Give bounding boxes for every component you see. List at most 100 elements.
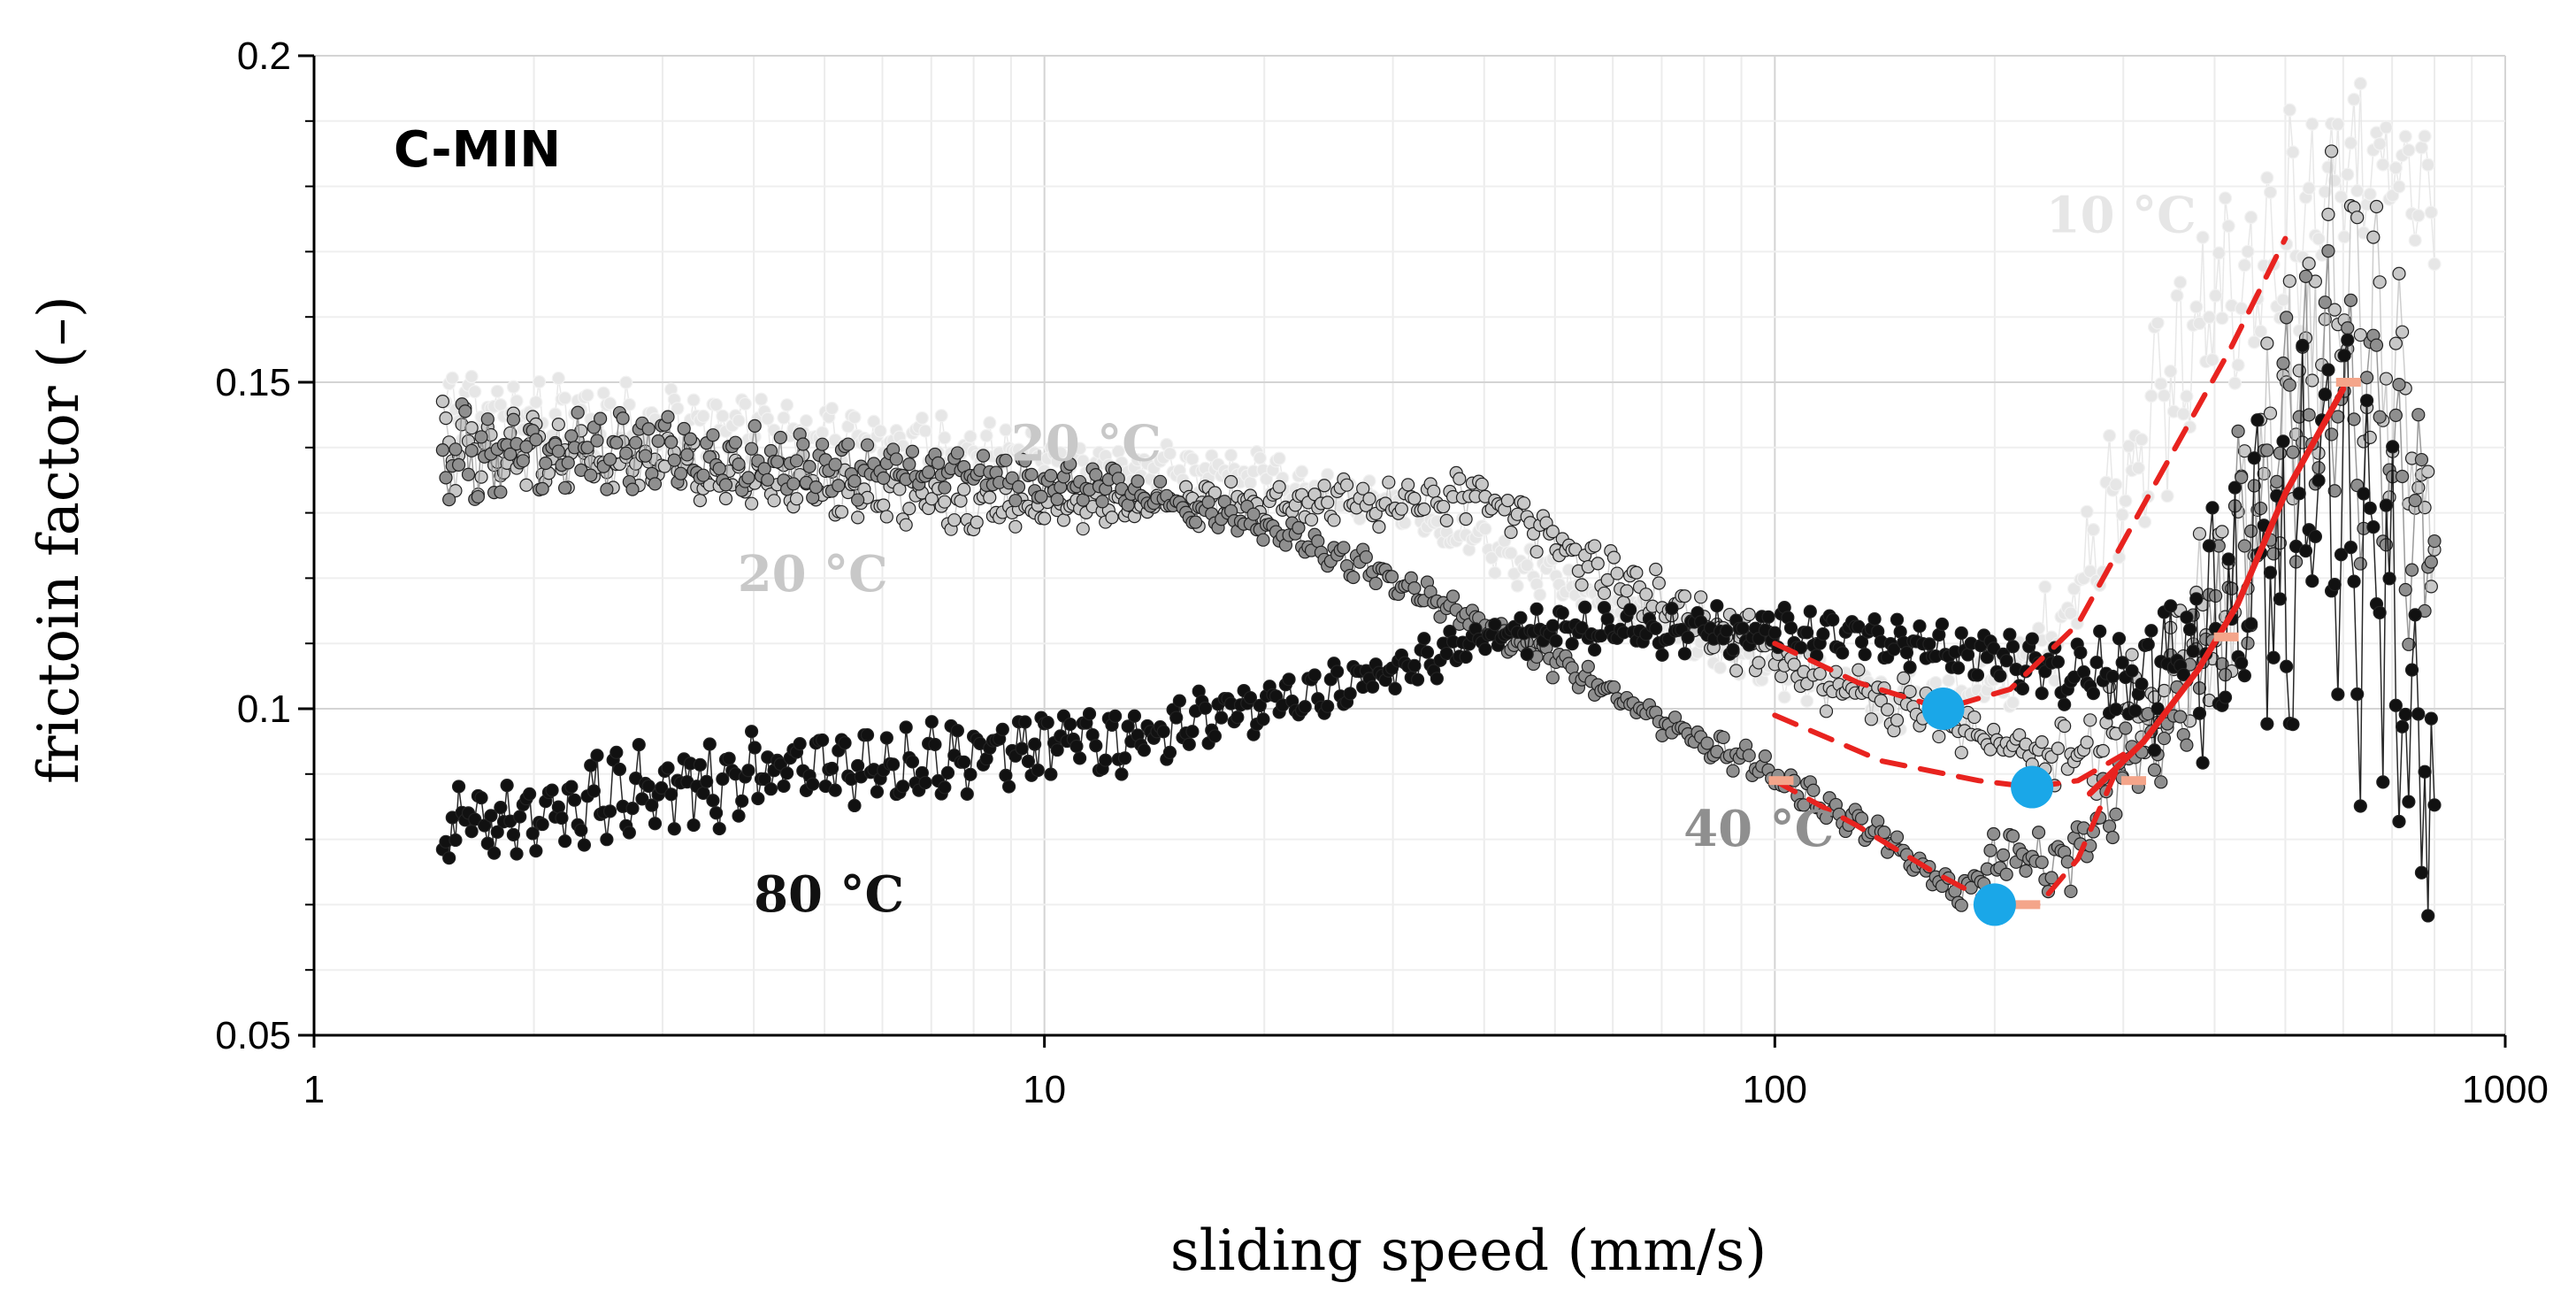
data-point (1459, 649, 1473, 665)
data-point (2312, 232, 2326, 246)
data-point (439, 471, 453, 485)
data-point (918, 424, 932, 438)
data-point (2112, 632, 2127, 646)
data-point (1864, 712, 1879, 726)
data-point (1987, 641, 2001, 656)
data-point (1620, 584, 1634, 598)
data-point (2247, 335, 2261, 350)
data-point (979, 428, 993, 443)
data-point (1742, 749, 1756, 763)
data-point (1031, 763, 1045, 778)
data-point (1453, 472, 1467, 486)
data-point (632, 737, 646, 752)
data-point (529, 433, 543, 447)
data-point (2373, 410, 2387, 424)
data-point (796, 437, 810, 451)
data-point (2292, 487, 2306, 501)
data-point (655, 780, 669, 795)
data-point (2015, 681, 2029, 695)
data-point (2414, 141, 2429, 155)
data-point (1056, 513, 1071, 527)
data-point (732, 413, 746, 427)
data-point (2202, 539, 2216, 553)
data-point (732, 457, 746, 472)
data-point (1407, 658, 1422, 672)
x-axis-title: sliding speed (mm/s) (1170, 1218, 1767, 1284)
data-point (1407, 581, 1422, 595)
data-point (841, 437, 855, 451)
data-point (722, 751, 736, 765)
data-point (2286, 718, 2300, 732)
data-point (2396, 719, 2410, 734)
data-point (625, 802, 640, 816)
data-point (770, 455, 785, 469)
data-point (889, 452, 903, 466)
data-point (451, 780, 466, 794)
x-tick-label: 1 (303, 1068, 325, 1111)
data-point (2418, 129, 2432, 143)
data-point (555, 810, 569, 826)
data-point (2273, 446, 2287, 460)
data-point (1993, 669, 2007, 683)
bracket-mark (1768, 776, 1794, 786)
data-point (529, 843, 543, 858)
data-point (506, 412, 521, 426)
label-20-upper: 20 °C (1011, 415, 1162, 473)
data-point (2128, 703, 2143, 718)
data-point (2369, 338, 2384, 352)
data-point (442, 493, 456, 507)
data-point (1054, 446, 1068, 460)
data-point (2202, 310, 2216, 325)
data-point (1095, 495, 1109, 509)
data-point (983, 490, 997, 504)
data-point (905, 444, 920, 458)
data-point (902, 502, 916, 516)
data-point (1099, 753, 1113, 767)
data-point (886, 757, 901, 772)
data-point (2266, 547, 2281, 561)
data-point (1649, 621, 1663, 635)
data-point (1359, 549, 1373, 565)
data-point (510, 394, 524, 408)
data-point (635, 792, 649, 806)
data-point (1082, 707, 1097, 721)
data-point (2388, 698, 2403, 712)
data-point (2411, 209, 2426, 223)
data-point (2396, 469, 2410, 484)
data-point (584, 758, 598, 772)
data-point (1881, 703, 1895, 717)
fit-10-curve (1772, 235, 2288, 712)
data-point (1439, 646, 1453, 661)
data-point (1600, 572, 1614, 588)
data-point (1854, 811, 1869, 826)
data-point (2160, 488, 2174, 503)
data-point (744, 442, 759, 456)
data-point (877, 498, 891, 512)
data-point (2231, 357, 2245, 373)
data-point (1987, 826, 2001, 841)
data-point (1533, 588, 1547, 602)
data-point (2350, 687, 2365, 702)
data-point (860, 438, 875, 452)
data-point (2324, 144, 2339, 158)
data-point (2260, 171, 2274, 185)
data-point (2280, 659, 2294, 673)
data-point (2231, 424, 2245, 439)
data-point (2180, 738, 2194, 752)
data-point (2235, 470, 2249, 485)
data-point (995, 722, 1009, 736)
data-point (1793, 641, 1808, 655)
data-point (716, 409, 730, 423)
data-point (494, 801, 508, 815)
data-point (2182, 622, 2197, 636)
data-point (2089, 656, 2104, 670)
data-point (671, 402, 685, 416)
data-point (2060, 855, 2074, 869)
data-point (2298, 544, 2313, 558)
data-point (2170, 288, 2184, 303)
data-point (610, 745, 624, 759)
data-point (1417, 632, 1431, 646)
data-point (1890, 830, 1905, 844)
data-point (1720, 624, 1734, 638)
